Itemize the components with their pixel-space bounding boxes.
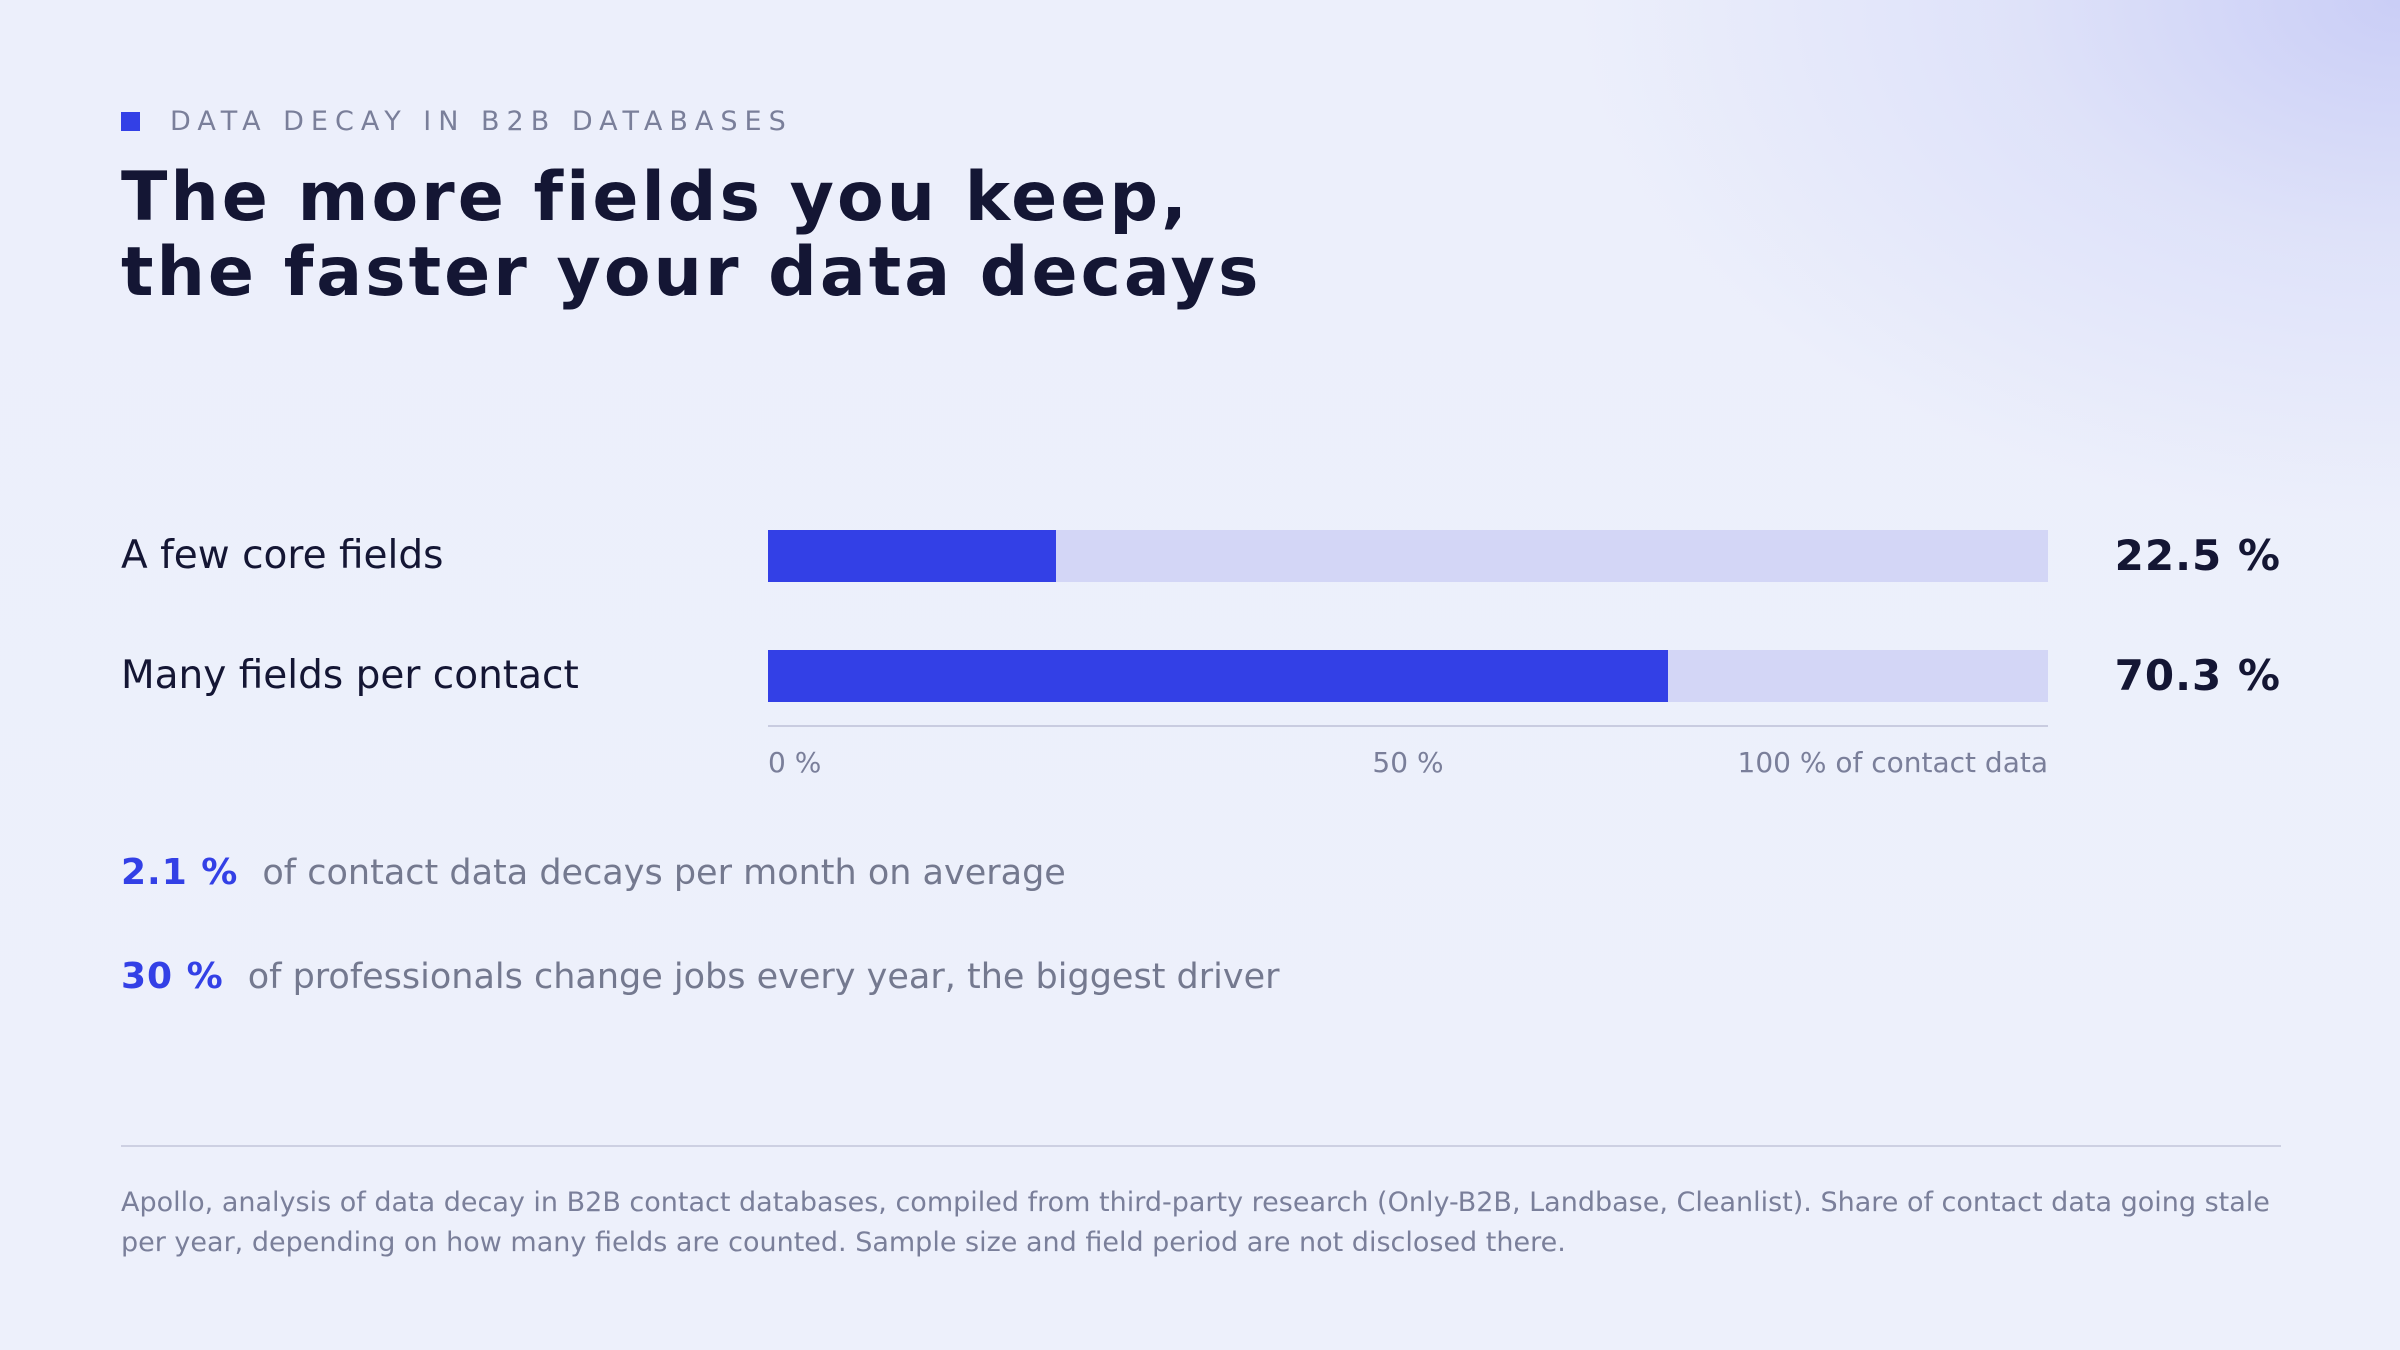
chart-title: The more fields you keep, the faster you…: [121, 160, 1261, 310]
divider: [121, 1145, 2281, 1147]
bar-category-label: A few core fields: [121, 533, 444, 578]
bar-value-label: 70.3 %: [2114, 651, 2281, 700]
title-line-2: the faster your data decays: [121, 233, 1262, 312]
x-tick-label: 0 %: [768, 746, 822, 779]
bar: [768, 650, 1668, 702]
bar-category-label: Many fields per contact: [121, 653, 579, 698]
stat-row: 2.1 % of contact data decays per month o…: [121, 852, 1066, 893]
stat-text: of contact data decays per month on aver…: [262, 853, 1066, 893]
title-line-1: The more fields you keep,: [121, 158, 1190, 237]
eyebrow: DATA DECAY IN B2B DATABASES: [121, 106, 793, 137]
stat-text: of professionals change jobs every year,…: [247, 957, 1280, 997]
x-tick-label: 100 % of contact data: [1737, 746, 2049, 779]
bar-track: [768, 650, 2048, 702]
bar-track: [768, 530, 2048, 582]
bar-row: A few core fields 22.5 %: [121, 530, 2281, 582]
square-marker-icon: [121, 112, 140, 131]
source-footnote: Apollo, analysis of data decay in B2B co…: [121, 1187, 2270, 1258]
stat-value: 30 %: [121, 956, 224, 997]
x-axis-line: [768, 725, 2048, 727]
bar-row: Many fields per contact 70.3 %: [121, 650, 2281, 702]
stat-row: 30 % of professionals change jobs every …: [121, 956, 1280, 997]
bar: [768, 530, 1056, 582]
stat-value: 2.1 %: [121, 852, 239, 893]
bar-value-label: 22.5 %: [2114, 531, 2281, 580]
eyebrow-text: DATA DECAY IN B2B DATABASES: [170, 106, 793, 137]
x-tick-label: 50 %: [1372, 746, 1444, 779]
